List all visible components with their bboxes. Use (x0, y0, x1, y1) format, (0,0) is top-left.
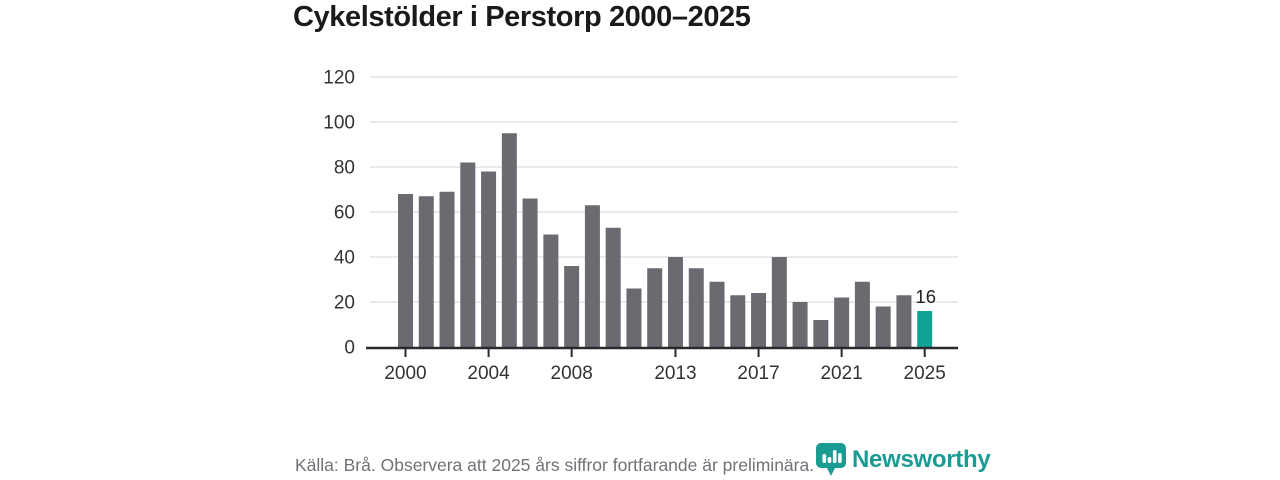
bar-2003 (460, 162, 476, 347)
x-tick-label-2013: 2013 (654, 363, 696, 384)
y-tick-label-100: 100 (323, 113, 355, 134)
bar-2015 (709, 281, 725, 347)
x-tick-label-2017: 2017 (737, 363, 779, 384)
newsworthy-wordmark: Newsworthy (852, 446, 991, 473)
bar-2021 (834, 297, 850, 347)
bar-2025 (917, 311, 933, 347)
bar-2001 (418, 196, 434, 347)
bar-2013 (667, 257, 683, 347)
y-tick-label-40: 40 (334, 248, 355, 269)
bar-2023 (875, 306, 891, 347)
bar-2017 (751, 293, 767, 347)
x-tick-label-2021: 2021 (820, 363, 862, 384)
bar-2010 (605, 227, 621, 347)
newsworthy-logo: Newsworthy (814, 442, 991, 478)
x-tick-label-2025: 2025 (904, 363, 946, 384)
y-tick-label-60: 60 (334, 203, 355, 224)
source-note: Källa: Brå. Observera att 2025 års siffr… (295, 455, 815, 475)
bar-2022 (854, 281, 870, 347)
bar-2012 (647, 268, 663, 347)
highlight-value-label: 16 (915, 286, 936, 307)
bar-2009 (584, 205, 600, 347)
bar-2018 (771, 257, 787, 347)
logo-bar-3 (832, 450, 837, 463)
bar-2007 (543, 234, 559, 347)
bar-2008 (564, 266, 580, 347)
x-tick-label-2000: 2000 (384, 363, 426, 384)
chart-title: Cykelstölder i Perstorp 2000–2025 (293, 1, 751, 33)
y-tick-label-120: 120 (323, 68, 355, 89)
bar-2000 (398, 194, 413, 347)
bar-2002 (439, 191, 455, 347)
logo-bar-4 (838, 453, 842, 463)
y-tick-label-20: 20 (334, 293, 355, 314)
logo-bar-2 (827, 457, 832, 463)
bar-2004 (481, 171, 497, 347)
bar-2019 (792, 302, 808, 347)
logo-bar-1 (822, 454, 827, 463)
x-tick-label-2008: 2008 (551, 363, 593, 384)
bar-2014 (688, 268, 704, 347)
bar-2016 (730, 295, 746, 347)
bar-2011 (626, 288, 642, 347)
newsworthy-logo-icon (816, 443, 846, 476)
x-tick-label-2004: 2004 (467, 363, 510, 384)
y-tick-label-0: 0 (344, 338, 355, 359)
bar-2006 (522, 198, 538, 347)
y-tick-label-80: 80 (334, 158, 355, 179)
bar-2024 (896, 295, 912, 347)
bar-2020 (813, 320, 829, 347)
bar-2005 (501, 133, 517, 347)
